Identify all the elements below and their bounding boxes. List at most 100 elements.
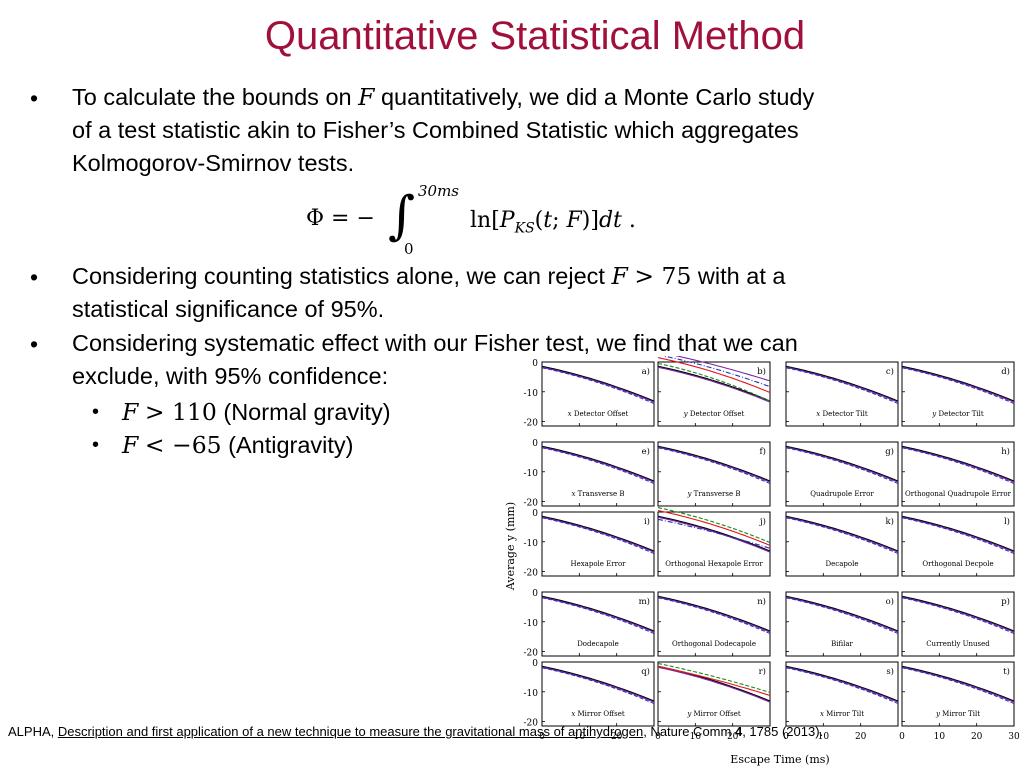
curve-nominal xyxy=(901,515,1015,552)
curve-nominal xyxy=(901,665,1015,702)
bullet-2: Considering counting statistics alone, w… xyxy=(72,260,992,326)
y-tick-label: 0 xyxy=(532,589,538,599)
y-tick-label: -10 xyxy=(524,619,539,629)
panel-id: j) xyxy=(759,516,766,527)
curve-purple xyxy=(901,666,1015,703)
panel-id: i) xyxy=(644,516,650,527)
x-tick-label: 10 xyxy=(574,732,586,742)
curve-purple xyxy=(541,516,655,553)
curve-blue xyxy=(541,447,655,485)
curve-red xyxy=(657,509,771,547)
curve-green xyxy=(657,507,771,544)
curve-blue xyxy=(785,447,899,485)
panel-d: d) y Detector Tilt xyxy=(901,361,1015,427)
panel-f: f) y Transverse B xyxy=(657,441,771,507)
x-tick-label: 20 xyxy=(727,732,739,742)
curve-nominal xyxy=(785,665,899,702)
curve-red xyxy=(657,665,771,697)
panel-k: k) Decapole xyxy=(785,511,899,577)
sub-bullet-1: F > 110 (Normal gravity) xyxy=(122,398,391,426)
systematics-figure: Average y (mm) Escape Time (ms) a) x Dete… xyxy=(504,356,1020,766)
panel-label: x Detector Tilt xyxy=(816,410,868,418)
curve-purple xyxy=(541,446,655,483)
bullet-dot: • xyxy=(30,264,39,290)
curve-nominal xyxy=(785,445,899,482)
panel-label: Bifilar xyxy=(831,640,853,648)
panel-a: a) x Detector Offset 0 -10 -20 xyxy=(524,359,655,429)
x-tick-label: 0 xyxy=(783,732,789,742)
panel-s: s) x Mirror Tilt xyxy=(785,661,899,727)
slide-title: Quantitative Statistical Method xyxy=(264,14,806,58)
panel-label: y Transverse B xyxy=(686,490,740,498)
reference-link[interactable]: Description and first application of a n… xyxy=(57,724,644,739)
y-tick-label: -10 xyxy=(524,689,539,699)
panel-id: k) xyxy=(886,516,894,527)
curve-blue xyxy=(901,517,1015,555)
bullet-dot: • xyxy=(30,331,39,357)
y-tick-label: -10 xyxy=(524,389,539,399)
panel-id: b) xyxy=(757,366,766,377)
panel-label: Decapole xyxy=(826,560,859,568)
panel-label: Quadrupole Error xyxy=(810,490,874,498)
y-tick-label: -20 xyxy=(524,419,539,429)
panel-label: Orthogonal Dodecapole xyxy=(672,640,756,648)
sub-bullet-dot: • xyxy=(92,401,100,423)
curve-purple xyxy=(901,366,1015,403)
x-tick-label: 0 xyxy=(899,732,905,742)
curve-blue xyxy=(541,597,655,635)
curve-blue xyxy=(785,597,899,635)
y-axis-label: Average y (mm) xyxy=(504,502,517,591)
curve-nominal xyxy=(901,365,1015,402)
panel-id: m) xyxy=(639,596,650,607)
curve-purple xyxy=(901,596,1015,633)
x-tick-label: 20 xyxy=(611,732,623,742)
curve-purple xyxy=(657,446,771,483)
x-axis-label: Escape Time (ms) xyxy=(730,753,829,766)
panel-label: Hexapole Error xyxy=(570,560,626,568)
sub-bullet-2: F < −65 (Antigravity) xyxy=(122,431,354,459)
bullet-1: To calculate the bounds on F quantitativ… xyxy=(72,81,992,180)
panel-o: o) Bifilar xyxy=(785,591,899,657)
curve-blue xyxy=(541,517,655,555)
panel-label: Dodecapole xyxy=(577,640,619,648)
curve-purple xyxy=(657,516,771,553)
panel-frame xyxy=(657,591,771,657)
panel-id: r) xyxy=(759,666,766,677)
curve-blue xyxy=(661,356,771,388)
bullet-dot: • xyxy=(30,85,39,111)
curve-purple xyxy=(541,596,655,633)
curve-purple xyxy=(901,446,1015,483)
curve-blue xyxy=(657,447,771,485)
y-tick-label: -20 xyxy=(524,649,539,659)
curve-purple xyxy=(657,666,771,703)
panel-label: x Transverse B xyxy=(571,490,624,498)
curve-purple xyxy=(785,446,899,483)
x-tick-label: 0 xyxy=(539,732,545,742)
panel-label: Currently Unused xyxy=(926,640,990,648)
panel-id: f) xyxy=(760,446,766,457)
x-tick-label: 20 xyxy=(855,732,867,742)
curve-blue xyxy=(541,667,655,705)
panel-b: b) y Detector Offset xyxy=(657,356,771,427)
curve-blue xyxy=(901,597,1015,635)
panel-id: t) xyxy=(1003,666,1010,677)
curve-nominal xyxy=(541,665,655,702)
curve-blue xyxy=(785,667,899,705)
curve-purple xyxy=(901,516,1015,553)
curve-blue xyxy=(785,367,899,405)
y-tick-label: 0 xyxy=(532,359,538,369)
panel-id: g) xyxy=(885,446,894,457)
panel-h: h) Orthogonal Quadrupole Error xyxy=(901,441,1015,507)
panel-n: n) Orthogonal Dodecapole xyxy=(657,591,771,657)
panel-i: i) Hexapole Error 0 -10 -20 xyxy=(524,509,655,579)
curve-nominal xyxy=(901,445,1015,482)
curve-nominal xyxy=(657,515,771,552)
bullet-1-text: To calculate the bounds on F quantitativ… xyxy=(72,83,815,176)
curve-nominal xyxy=(785,595,899,632)
panel-id: q) xyxy=(641,666,650,677)
curve-purple xyxy=(541,666,655,703)
curve-blue xyxy=(901,447,1015,485)
panel-label: y Detector Offset xyxy=(683,410,745,418)
reference: ALPHA, Description and first application… xyxy=(8,724,824,739)
curve-purple xyxy=(674,356,771,382)
